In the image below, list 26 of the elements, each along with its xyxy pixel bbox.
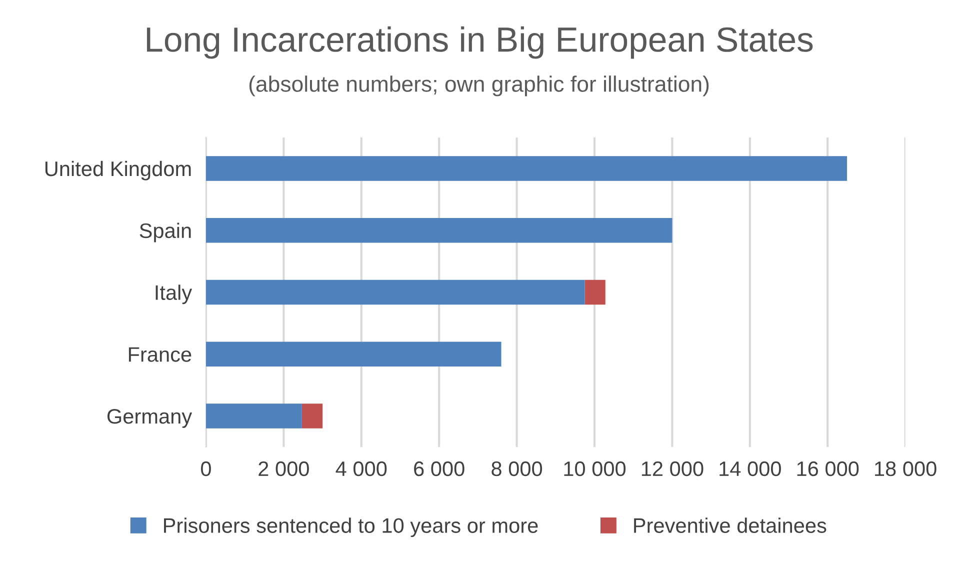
x-tick-label: 8 000 (492, 461, 542, 476)
y-tick-label: United Kingdom (45, 160, 191, 180)
x-tick-label: 2 000 (258, 461, 309, 476)
bar (302, 404, 323, 428)
y-tick-label: Germany (107, 409, 192, 428)
y-tick-label: Spain (140, 222, 191, 242)
bar (206, 404, 302, 428)
bar (206, 342, 502, 366)
legend-label: Preventive detainees (634, 518, 826, 533)
x-tick-label: 18 000 (875, 461, 936, 476)
x-tick-label: 4 000 (336, 461, 387, 476)
y-tick-label: France (128, 347, 192, 362)
legend-label: Prisoners sentenced to 10 years or more (164, 518, 538, 538)
x-tick-label: 10 000 (564, 461, 626, 476)
chart-subtitle: (absolute numbers; own graphic for illustration) (249, 76, 709, 96)
chart-title: Long Incarcerations in Big European States (146, 26, 813, 59)
x-tick-label: 6 000 (414, 461, 464, 476)
bar (206, 218, 672, 243)
x-tick-label: 14 000 (720, 461, 781, 476)
x-tick-label: 0 (200, 461, 211, 476)
bar (584, 280, 606, 305)
x-tick-label: 12 000 (642, 461, 704, 476)
bar (206, 156, 848, 181)
x-tick-label: 16 000 (797, 461, 859, 476)
y-tick-label: Italy (156, 284, 192, 304)
bar (206, 280, 585, 305)
